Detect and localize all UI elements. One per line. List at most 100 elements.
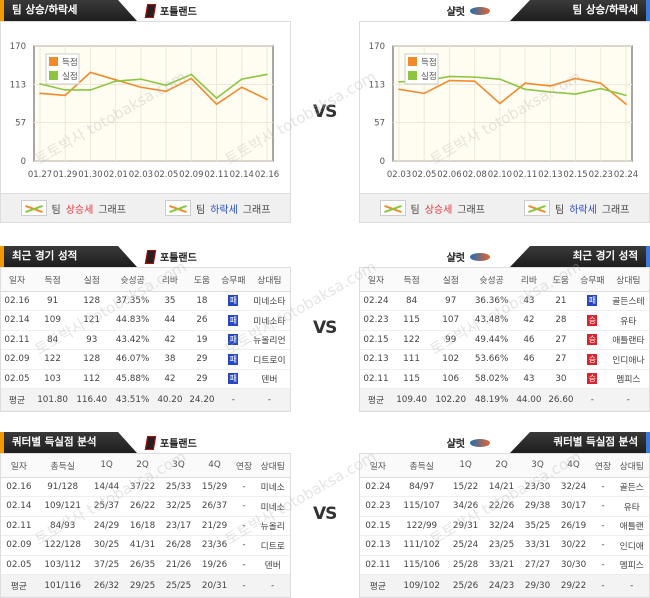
portland-logo-icon	[144, 435, 157, 450]
legend-label: 득점	[421, 57, 437, 68]
cell: -	[591, 574, 615, 597]
column-header: 일자	[1, 268, 34, 292]
label: 그래프	[457, 204, 485, 216]
data-point	[549, 85, 552, 87]
table-row: 02.13 111/102 25/24 23/25 33/31 30/22- 인디애	[360, 535, 649, 556]
column-header: 슛성공	[111, 268, 154, 292]
cell: 패	[576, 291, 608, 311]
average-row: 평균 109/102 25/26 24/23 29/30 29/22- -	[360, 574, 649, 597]
cell: 뉴올리	[255, 516, 290, 536]
cell: 26/32	[88, 574, 125, 597]
rising-graph-button[interactable]: 팀 상승세 그래프	[379, 200, 485, 216]
cell: 패	[217, 291, 249, 311]
cell: 미네소	[255, 477, 290, 497]
cell: 91/128	[36, 477, 89, 497]
falling-graph-button[interactable]: 팀 하락세 그래프	[524, 200, 629, 216]
cell: 애틀랜타	[607, 330, 649, 350]
data-point	[140, 78, 142, 80]
column-header: 득점	[33, 268, 73, 292]
cell: 48.19%	[470, 388, 513, 411]
cell: 승	[576, 310, 608, 331]
cell: 109	[33, 310, 73, 331]
cell: 43	[512, 291, 545, 311]
y-tick-label: 57	[374, 118, 385, 128]
graph-legend: 팀 상승세 그래프 팀 하락세 그래프	[360, 193, 649, 222]
x-tick-label: 02.14	[230, 170, 254, 180]
cell: 21/26	[160, 555, 197, 575]
data-point	[190, 73, 193, 76]
cell: 45.88%	[111, 369, 154, 389]
cell: -	[591, 477, 615, 497]
label: 하락세	[569, 204, 597, 216]
legend-swatch	[408, 71, 417, 80]
rising-graph-button[interactable]: 팀 상승세 그래프	[20, 200, 126, 216]
cell: 패	[217, 310, 249, 331]
table-row: 02.11 84 93 43.42% 42 19 패 뉴올리언	[1, 330, 290, 350]
cell: 24/23	[483, 574, 520, 597]
series-line-득점	[398, 77, 627, 105]
x-tick-label: 02.16	[255, 170, 279, 180]
column-header: 득점	[392, 268, 432, 292]
cell: 40.20	[153, 388, 186, 411]
cell: 29/25	[124, 574, 161, 597]
label: 팀	[555, 204, 565, 216]
cell: -	[576, 388, 608, 411]
cell: 평균	[1, 574, 37, 597]
cell: 33/21	[483, 555, 520, 575]
column-header: 3Q	[160, 454, 197, 478]
cell: 49.44%	[470, 330, 513, 350]
vs-label: VS	[313, 102, 337, 122]
cell: 121	[72, 310, 112, 331]
data-point	[499, 102, 501, 105]
cell: 42	[153, 369, 186, 389]
column-header: 총득실	[36, 454, 89, 478]
data-point	[448, 79, 451, 82]
falling-graph-button[interactable]: 팀 하락세 그래프	[165, 200, 270, 216]
cell: 44	[153, 310, 186, 331]
cell: 29/38	[519, 496, 556, 517]
cell: 02.23	[360, 310, 393, 331]
cell: 37/22	[124, 477, 161, 497]
cell: 평균	[1, 388, 34, 411]
cell: 122/128	[36, 535, 89, 556]
trend-panel-right: 팀 상승/하락세 샬럿 02.03 02.05 02.06 02.08 02.10 02.…	[359, 0, 650, 223]
cell: 02.09	[1, 535, 37, 556]
cell: 112	[72, 369, 112, 389]
section-title: 최근 경기 성적	[510, 246, 650, 267]
graph-icon	[20, 200, 47, 216]
cell: 38	[153, 349, 186, 370]
charlotte-logo-icon	[470, 438, 490, 447]
cell: 30/25	[88, 535, 125, 556]
x-tick-label: 02.11	[513, 170, 537, 180]
data-point	[114, 80, 117, 82]
x-tick-label: 02.09	[179, 170, 203, 180]
loss-badge: 패	[228, 353, 239, 365]
cell: 26	[185, 310, 218, 331]
cell: 43.48%	[470, 310, 513, 331]
column-header: 리바	[153, 268, 186, 292]
team-label: 포틀랜드	[144, 435, 197, 450]
data-point	[39, 92, 41, 95]
team-name: 포틀랜드	[160, 7, 197, 18]
table-row: 02.14 109 121 44.83% 44 26 패 미네소타	[1, 310, 290, 331]
cell: 99	[431, 330, 471, 350]
column-header: 도움	[185, 268, 218, 292]
y-tick-label: 113	[10, 81, 26, 91]
cell: 02.11	[360, 555, 396, 575]
cell: 23/25	[483, 535, 520, 556]
table-row: 02.23 115 107 43.48% 42 28 승 유타	[360, 310, 649, 331]
data-point	[625, 94, 627, 97]
data-point	[448, 75, 451, 78]
data-point	[39, 83, 41, 85]
column-header: 4Q	[196, 454, 233, 478]
data-point	[89, 89, 92, 91]
team-name: 샬럿	[446, 7, 465, 18]
cell: 91	[33, 291, 73, 311]
portland-logo-icon	[144, 249, 157, 264]
table-row: 02.13 111 102 53.66% 46 27 승 인디애나	[360, 349, 649, 370]
cell: 128	[72, 349, 112, 370]
cell: 122	[33, 349, 73, 370]
x-tick-label: 02.01	[103, 170, 127, 180]
cell: 02.14	[1, 310, 34, 331]
data-point	[423, 92, 426, 95]
